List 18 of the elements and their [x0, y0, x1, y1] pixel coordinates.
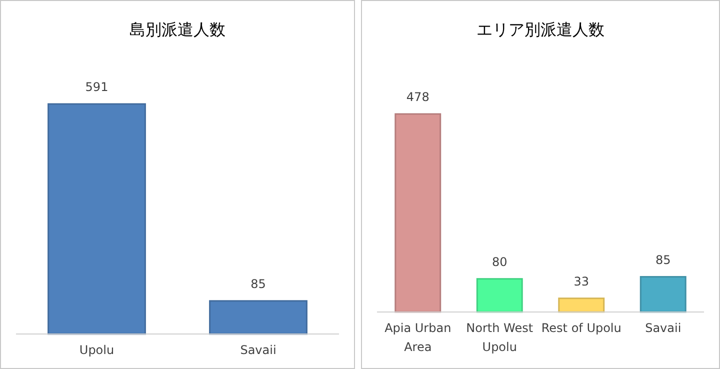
- data-label: 80: [492, 254, 508, 269]
- data-label: 85: [250, 276, 266, 291]
- data-label: 33: [574, 274, 590, 288]
- x-tick-label: North West Upolu: [466, 321, 534, 354]
- chart-title: 島別派遣人数: [130, 20, 226, 39]
- bar: [558, 298, 605, 313]
- data-label: 85: [655, 252, 671, 267]
- data-label: 478: [406, 90, 430, 104]
- bar: [640, 276, 686, 313]
- x-tick-label: Rest of Upolu: [541, 321, 622, 335]
- chart-title: エリア別派遣人数: [476, 20, 604, 39]
- x-tick-label: Savaii: [645, 321, 682, 335]
- data-label: 591: [85, 80, 108, 94]
- bar: [394, 113, 442, 313]
- x-tick-label: Upolu: [79, 343, 114, 357]
- bar: [476, 278, 523, 313]
- x-tick-label: Savaii: [240, 343, 276, 357]
- x-tick-label: Apia Urban Area: [384, 321, 452, 354]
